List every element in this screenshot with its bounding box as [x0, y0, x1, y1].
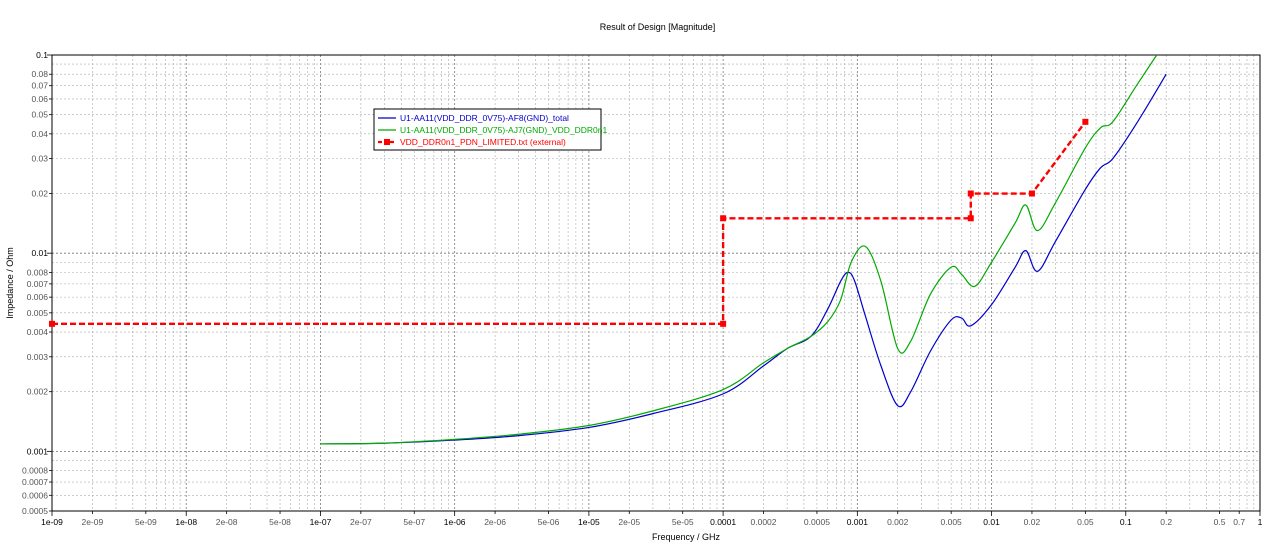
series-group — [49, 54, 1167, 445]
limit-point — [1082, 118, 1089, 125]
x-tick-label: 0.02 — [1024, 517, 1041, 527]
limit-point — [1028, 190, 1035, 197]
x-tick-label: 5e-05 — [672, 517, 694, 527]
y-tick-label: 0.006 — [27, 292, 49, 302]
limit-point — [967, 215, 974, 222]
y-tick-label: 0.004 — [27, 327, 49, 337]
y-axis: 0.1 0.01 0.001 0.08 0.07 0.06 0.05 0.04 0.03 0.02… — [22, 50, 52, 516]
x-axis: 1e-09 1e-08 1e-07 1e-06 1e-05 0.0001 0.001 0.01… — [41, 511, 1263, 527]
chart-title: Result of Design [Magnitude] — [599, 22, 716, 32]
x-tick-label: 1e-05 — [578, 517, 600, 527]
x-tick-label: 0.002 — [887, 517, 909, 527]
y-tick-label: 0.008 — [27, 267, 49, 277]
y-tick-label: 0.003 — [27, 352, 49, 362]
x-tick-label: 5e-09 — [135, 517, 157, 527]
x-tick-label: 0.0001 — [710, 517, 736, 527]
x-tick-label: 2e-06 — [484, 517, 506, 527]
y-tick-label: 0.08 — [31, 69, 48, 79]
limit-point — [49, 320, 55, 327]
y-tick-label: 0.002 — [27, 387, 49, 397]
x-tick-label: 2e-08 — [216, 517, 238, 527]
limit-point — [720, 320, 727, 327]
legend-marker — [384, 139, 390, 145]
x-tick-label: 2e-05 — [618, 517, 640, 527]
x-tick-label: 0.2 — [1160, 517, 1172, 527]
limit-point — [967, 190, 974, 197]
series-line-1 — [320, 73, 1167, 445]
y-tick-label: 0.0005 — [22, 506, 48, 516]
y-tick-label: 0.0006 — [22, 490, 48, 500]
x-tick-label: 1e-08 — [175, 517, 197, 527]
x-tick-label: 2e-07 — [350, 517, 372, 527]
x-tick-label: 1e-09 — [41, 517, 63, 527]
x-tick-label: 0.5 — [1214, 517, 1226, 527]
x-tick-label: 1e-06 — [444, 517, 466, 527]
y-tick-label: 0.01 — [31, 248, 48, 258]
y-tick-label: 0.05 — [31, 110, 48, 120]
grid — [51, 54, 1261, 512]
x-tick-label: 1 — [1258, 517, 1263, 527]
y-tick-label: 0.04 — [31, 129, 48, 139]
x-tick-label: 0.01 — [983, 517, 1000, 527]
y-tick-label: 0.007 — [27, 279, 49, 289]
y-tick-label: 0.03 — [31, 154, 48, 164]
x-tick-label: 0.7 — [1233, 517, 1245, 527]
x-tick-label: 1e-07 — [310, 517, 332, 527]
x-tick-label: 2e-09 — [82, 517, 104, 527]
x-axis-label: Frequency / GHz — [652, 532, 721, 542]
y-tick-label: 0.0008 — [22, 466, 48, 476]
y-tick-label: 0.1 — [36, 50, 48, 60]
x-tick-label: 5e-06 — [538, 517, 560, 527]
x-tick-label: 0.001 — [847, 517, 869, 527]
y-axis-label: Impedance / Ohm — [5, 247, 15, 319]
x-tick-label: 0.1 — [1120, 517, 1132, 527]
legend-box — [373, 108, 602, 151]
series-line-2 — [320, 54, 1158, 445]
y-tick-label: 0.0007 — [22, 477, 48, 487]
x-tick-label: 5e-07 — [403, 517, 425, 527]
legend: U1-AA11(VDD_DDR_0V75)-AF8(GND)_total U1-A… — [373, 108, 607, 151]
legend-label: VDD_DDR0n1_PDN_LIMITED.txt (external) — [400, 137, 566, 147]
y-tick-label: 0.07 — [31, 81, 48, 91]
y-tick-label: 0.02 — [31, 189, 48, 199]
y-tick-label: 0.005 — [27, 308, 49, 318]
plot-area — [51, 54, 1261, 512]
y-tick-label: 0.001 — [27, 446, 49, 456]
legend-label: U1-AA11(VDD_DDR_0V75)-AJ7(GND)_VDD_DDR0n… — [400, 125, 607, 135]
legend-label: U1-AA11(VDD_DDR_0V75)-AF8(GND)_total — [400, 113, 569, 123]
limit-point — [720, 215, 727, 222]
x-tick-label: 0.0005 — [804, 517, 830, 527]
x-tick-label: 0.005 — [941, 517, 963, 527]
x-tick-label: 0.05 — [1077, 517, 1094, 527]
x-tick-label: 5e-08 — [269, 517, 291, 527]
x-tick-label: 0.0002 — [751, 517, 777, 527]
y-tick-label: 0.06 — [31, 94, 48, 104]
